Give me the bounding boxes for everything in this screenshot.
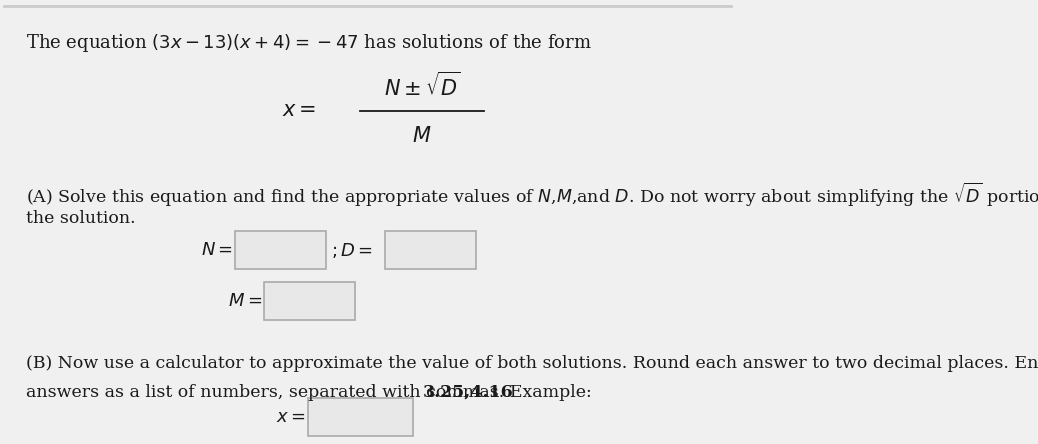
Text: answers as a list of numbers, separated with commas. Example:: answers as a list of numbers, separated … — [26, 384, 597, 401]
Text: The equation $(3x - 13)(x + 4) = -47$ has solutions of the form: The equation $(3x - 13)(x + 4) = -47$ ha… — [26, 32, 592, 55]
Text: $N =$: $N =$ — [201, 242, 234, 259]
FancyBboxPatch shape — [308, 398, 413, 436]
FancyBboxPatch shape — [236, 231, 326, 270]
Text: $N \pm \sqrt{D}$: $N \pm \sqrt{D}$ — [384, 71, 461, 100]
FancyBboxPatch shape — [265, 282, 355, 321]
Text: $M$: $M$ — [412, 126, 432, 146]
FancyBboxPatch shape — [385, 231, 475, 270]
Text: $M =$: $M =$ — [228, 292, 263, 310]
Text: $; D =$: $; D =$ — [331, 241, 374, 260]
Text: $x =$: $x =$ — [276, 408, 306, 426]
Text: 3.25,4.16: 3.25,4.16 — [422, 384, 514, 401]
Text: the solution.: the solution. — [26, 210, 136, 227]
Text: (A) Solve this equation and find the appropriate values of $N$,$M$,and $D$. Do n: (A) Solve this equation and find the app… — [26, 181, 1038, 209]
Text: $x =$: $x =$ — [282, 101, 317, 120]
Text: (B) Now use a calculator to approximate the value of both solutions. Round each : (B) Now use a calculator to approximate … — [26, 355, 1038, 372]
